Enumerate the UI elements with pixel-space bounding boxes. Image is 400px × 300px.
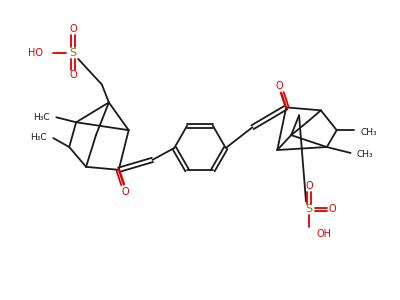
Text: S: S bbox=[70, 48, 77, 58]
Text: O: O bbox=[122, 187, 130, 196]
Text: H₃C: H₃C bbox=[33, 113, 50, 122]
Text: OH: OH bbox=[317, 229, 332, 239]
Text: H₃C: H₃C bbox=[30, 133, 46, 142]
Text: CH₃: CH₃ bbox=[360, 128, 377, 137]
Text: O: O bbox=[305, 181, 313, 191]
Text: O: O bbox=[329, 204, 336, 214]
Text: S: S bbox=[306, 204, 312, 214]
Text: O: O bbox=[276, 81, 283, 91]
Text: O: O bbox=[69, 70, 77, 80]
Text: HO: HO bbox=[28, 48, 44, 58]
Text: CH₃: CH₃ bbox=[356, 151, 373, 160]
Text: O: O bbox=[69, 24, 77, 34]
